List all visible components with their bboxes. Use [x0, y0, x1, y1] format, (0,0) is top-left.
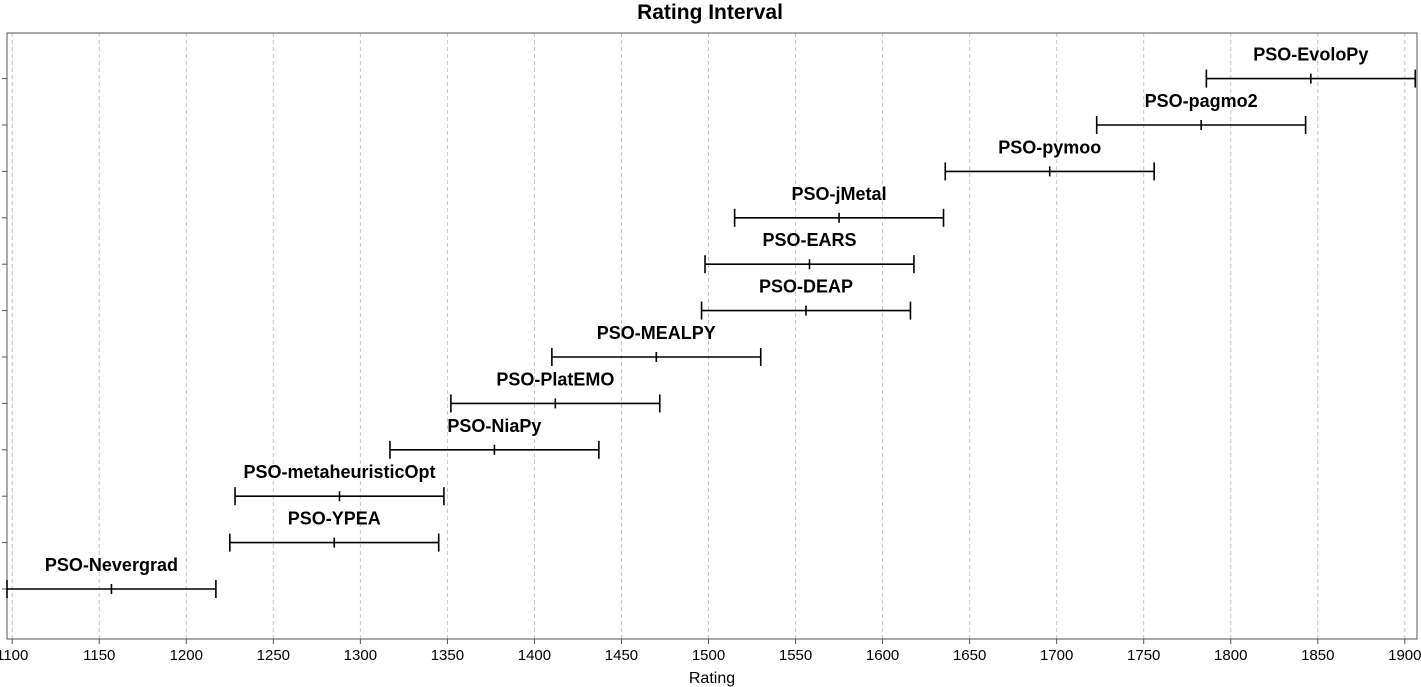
x-tick-label: 1150 — [83, 647, 115, 664]
x-tick-label: 1450 — [605, 647, 638, 664]
interval-label: PSO-metaheuristicOpt — [243, 462, 435, 482]
x-tick-label: 1350 — [431, 647, 464, 664]
interval-pso-jmetal: PSO-jMetal — [733, 184, 945, 227]
interval-label: PSO-EARS — [762, 230, 856, 250]
x-tick-label: 1700 — [1040, 647, 1073, 664]
x-axis-ticks: 1100 1150 1200 1250 1300 1350 1400 1450 1500 1550… — [0, 639, 1421, 664]
interval-label: PSO-Nevergrad — [45, 555, 178, 575]
interval-label: PSO-NiaPy — [447, 416, 541, 436]
interval-pso-nevergrad: PSO-Nevergrad — [6, 555, 217, 598]
interval-label: PSO-pagmo2 — [1145, 91, 1258, 111]
grid-lines — [11, 33, 1406, 639]
interval-label: PSO-MEALPY — [597, 323, 716, 343]
x-tick-label: 1550 — [779, 647, 812, 664]
y-axis-ticks — [2, 78, 7, 590]
x-tick-label: 1400 — [518, 647, 551, 664]
interval-pso-deap: PSO-DEAP — [700, 277, 912, 320]
interval-pso-pagmo2: PSO-pagmo2 — [1095, 91, 1307, 134]
chart-title: Rating Interval — [637, 1, 783, 24]
interval-label: PSO-pymoo — [998, 137, 1101, 157]
x-tick-label: 1500 — [692, 647, 725, 664]
interval-pso-metaheuristicopt: PSO-metaheuristicOpt — [234, 462, 445, 506]
interval-pso-niapy: PSO-NiaPy — [389, 416, 600, 459]
x-tick-label: 1200 — [170, 647, 203, 664]
interval-label: PSO-YPEA — [288, 509, 381, 529]
x-axis-label: Rating — [689, 670, 735, 687]
x-tick-label: 1750 — [1127, 647, 1160, 664]
interval-label: PSO-DEAP — [759, 277, 853, 297]
interval-pso-ypea: PSO-YPEA — [229, 509, 440, 552]
interval-pso-mealpy: PSO-MEALPY — [551, 323, 762, 366]
x-tick-label: 1800 — [1214, 647, 1247, 664]
x-tick-label: 1600 — [866, 647, 899, 664]
interval-pso-platemo: PSO-PlatEMO — [450, 369, 661, 413]
interval-label: PSO-EvoloPy — [1253, 45, 1368, 65]
x-tick-label: 1100 — [0, 647, 28, 664]
x-tick-label: 1900 — [1388, 647, 1421, 664]
interval-pso-ears: PSO-EARS — [704, 230, 915, 274]
interval-series: PSO-Nevergrad PSO-YPEA PSO-metaheuristicOp… — [6, 45, 1417, 598]
interval-label: PSO-jMetal — [792, 184, 887, 204]
interval-label: PSO-PlatEMO — [496, 369, 614, 389]
interval-pso-evolopy: PSO-EvoloPy — [1205, 45, 1417, 88]
interval-pso-pymoo: PSO-pymoo — [944, 137, 1155, 181]
plot-frame — [6, 32, 1418, 640]
x-tick-label: 1650 — [953, 647, 986, 664]
x-tick-label: 1250 — [257, 647, 290, 664]
x-tick-label: 1300 — [344, 647, 377, 664]
x-tick-label: 1850 — [1301, 647, 1334, 664]
